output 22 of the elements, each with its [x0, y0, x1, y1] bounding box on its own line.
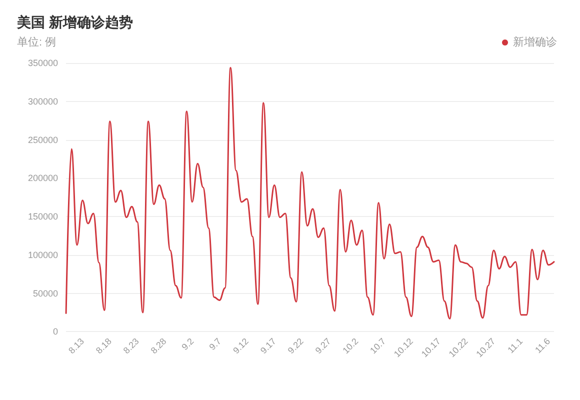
- y-tick-label: 350000: [28, 58, 58, 68]
- y-tick-label: 100000: [28, 250, 58, 260]
- x-tick-label: 9.2: [180, 336, 196, 352]
- chart-subtitle: 单位: 例: [17, 36, 56, 48]
- x-tick-label: 9.7: [207, 336, 224, 352]
- x-tick-label: 8.18: [94, 336, 114, 356]
- x-tick-label: 8.13: [66, 336, 86, 356]
- x-tick-label: 9.22: [286, 336, 306, 356]
- x-tick-label: 8.23: [121, 336, 141, 356]
- x-tick-label: 11.1: [506, 336, 525, 356]
- y-tick-label: 200000: [28, 173, 58, 184]
- x-tick-label: 11.6: [533, 336, 552, 356]
- line-series: [65, 66, 555, 320]
- x-tick-label: 8.28: [148, 336, 168, 356]
- y-tick-label: 300000: [28, 96, 58, 106]
- y-tick-label: 250000: [28, 134, 58, 145]
- legend-label: 新增确诊: [513, 36, 557, 48]
- x-tick-label: 9.12: [231, 336, 250, 356]
- chart-title: 美国 新增确诊趋势: [16, 14, 133, 30]
- y-tick-label: 150000: [28, 212, 58, 222]
- y-tick-label: 0: [53, 326, 58, 337]
- y-tick-label: 50000: [33, 288, 58, 298]
